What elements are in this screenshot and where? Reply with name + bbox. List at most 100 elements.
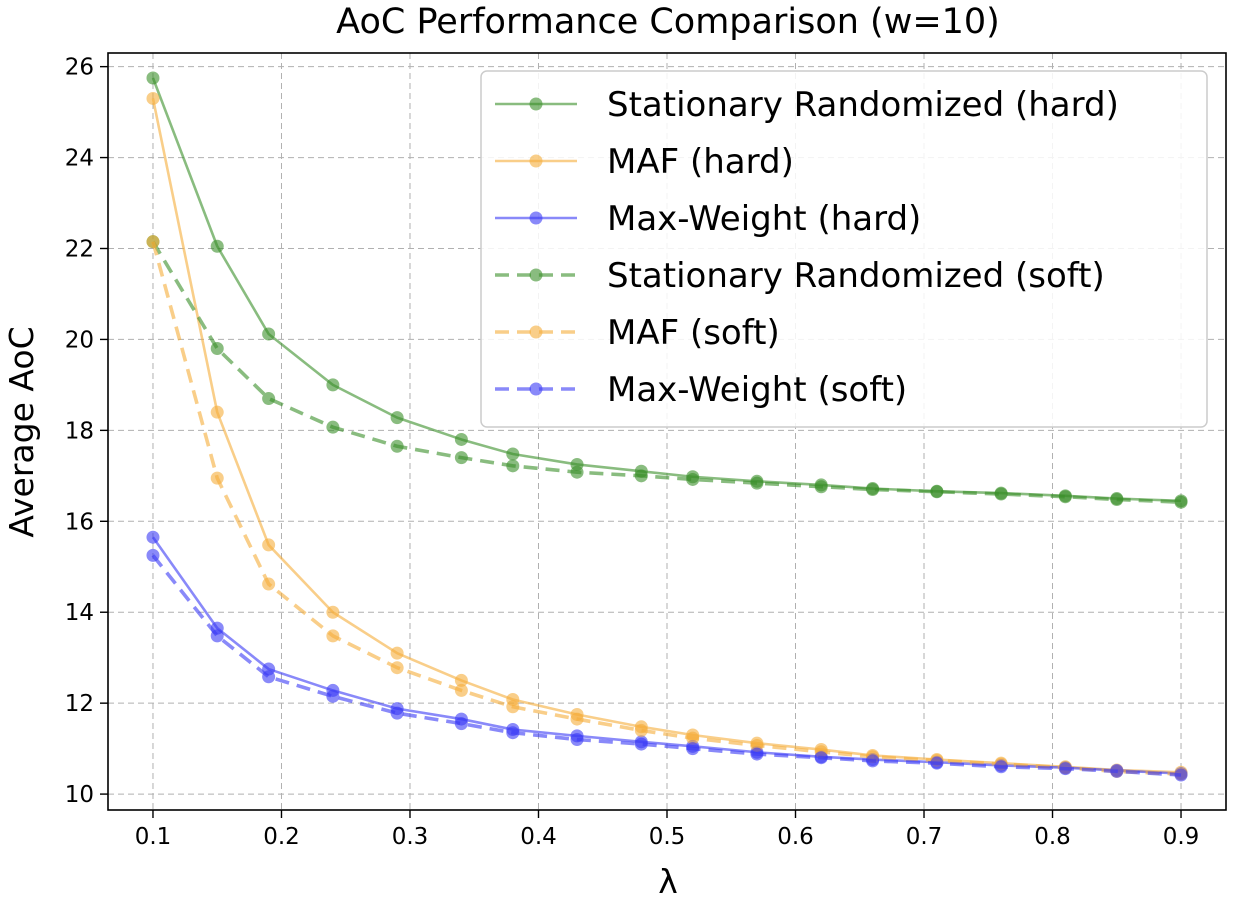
y-tick-label: 14 xyxy=(65,600,94,626)
data-point xyxy=(262,538,276,552)
data-point xyxy=(930,756,944,770)
data-point xyxy=(930,485,944,499)
x-tick-label: 0.1 xyxy=(135,824,172,850)
data-point xyxy=(686,472,700,486)
data-point xyxy=(570,733,584,747)
legend-marker xyxy=(529,382,543,396)
data-point xyxy=(454,717,468,731)
data-point xyxy=(210,471,224,485)
y-tick-label: 22 xyxy=(65,237,94,263)
data-point xyxy=(866,754,880,768)
legend-marker xyxy=(529,154,543,168)
x-tick-label: 0.3 xyxy=(392,824,429,850)
data-point xyxy=(390,411,404,425)
legend-marker xyxy=(529,211,543,225)
series-group xyxy=(146,71,1188,782)
legend-label: Stationary Randomized (hard) xyxy=(607,85,1119,125)
data-point xyxy=(146,530,160,544)
data-point xyxy=(634,723,648,737)
x-tick-label: 0.5 xyxy=(649,824,686,850)
legend-marker xyxy=(529,97,543,111)
data-point xyxy=(262,327,276,341)
data-point xyxy=(814,480,828,494)
y-tick-label: 24 xyxy=(65,146,94,172)
y-tick-label: 18 xyxy=(65,418,94,444)
series-line-2 xyxy=(151,536,1182,775)
legend-marker xyxy=(529,268,543,282)
data-point xyxy=(210,342,224,356)
legend-marker xyxy=(529,325,543,339)
data-point xyxy=(262,670,276,684)
data-point xyxy=(506,700,520,714)
y-tick-label: 10 xyxy=(65,782,94,808)
y-axis-ticks: 10 12 14 16 18 20 22 24 26 xyxy=(65,55,108,808)
data-point xyxy=(506,447,520,461)
data-point xyxy=(454,451,468,465)
legend-label: MAF (hard) xyxy=(607,142,794,182)
data-point xyxy=(750,747,764,761)
data-point xyxy=(750,476,764,490)
data-point xyxy=(146,71,160,85)
data-point xyxy=(686,731,700,745)
data-point xyxy=(570,712,584,726)
x-axis-ticks: 0.1 0.2 0.3 0.4 0.5 0.6 0.7 0.8 0.9 xyxy=(135,810,1200,850)
x-tick-label: 0.2 xyxy=(263,824,300,850)
legend-box xyxy=(480,70,1208,428)
data-point xyxy=(326,378,340,392)
data-point xyxy=(390,646,404,660)
data-point xyxy=(326,629,340,643)
x-tick-label: 0.4 xyxy=(520,824,557,850)
x-axis-label: λ xyxy=(658,862,678,901)
data-point xyxy=(454,683,468,697)
x-tick-label: 0.8 xyxy=(1034,824,1071,850)
y-tick-label: 26 xyxy=(65,55,94,81)
data-point xyxy=(866,482,880,496)
data-point xyxy=(1110,764,1124,778)
data-point xyxy=(210,405,224,419)
data-point xyxy=(994,760,1008,774)
y-axis-label: Average AoC xyxy=(2,326,41,537)
data-point xyxy=(390,661,404,675)
data-point xyxy=(390,706,404,720)
y-tick-label: 20 xyxy=(65,327,94,353)
data-point xyxy=(326,420,340,434)
data-point xyxy=(262,577,276,591)
data-point xyxy=(454,673,468,687)
data-point xyxy=(1174,768,1188,782)
data-point xyxy=(570,465,584,479)
data-point xyxy=(634,737,648,751)
data-point xyxy=(210,239,224,253)
data-point xyxy=(262,392,276,406)
data-point xyxy=(506,459,520,473)
series-line-3 xyxy=(151,240,1182,504)
x-tick-label: 0.7 xyxy=(906,824,943,850)
data-point xyxy=(1174,495,1188,509)
legend-label: Max-Weight (soft) xyxy=(607,370,907,410)
data-point xyxy=(686,742,700,756)
x-tick-label: 0.9 xyxy=(1163,824,1200,850)
data-point xyxy=(146,548,160,562)
data-point xyxy=(506,726,520,740)
legend-label: MAF (soft) xyxy=(607,313,780,353)
y-tick-label: 16 xyxy=(65,509,94,535)
data-point xyxy=(326,689,340,703)
data-point xyxy=(994,487,1008,501)
series-line-1 xyxy=(151,98,1182,774)
series-line-5 xyxy=(151,554,1182,777)
data-point xyxy=(1058,762,1072,776)
data-point xyxy=(1110,492,1124,506)
x-tick-label: 0.6 xyxy=(777,824,814,850)
data-point xyxy=(634,469,648,483)
data-point xyxy=(814,751,828,765)
legend-label: Stationary Randomized (soft) xyxy=(607,256,1105,296)
data-point xyxy=(454,432,468,446)
data-point xyxy=(1058,490,1072,504)
legend: Stationary Randomized (hard) MAF (hard) Ma… xyxy=(480,70,1208,428)
data-point xyxy=(146,235,160,249)
series-line-4 xyxy=(151,241,1182,776)
data-point xyxy=(210,629,224,643)
data-point xyxy=(326,605,340,619)
y-tick-label: 12 xyxy=(65,691,94,717)
legend-label: Max-Weight (hard) xyxy=(607,199,921,239)
